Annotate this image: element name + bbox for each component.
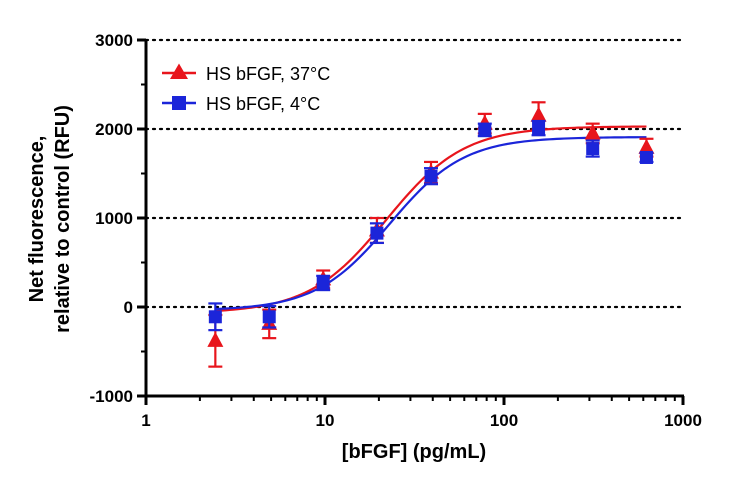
- legend-entry-37c: HS bFGF, 37°C: [162, 63, 330, 84]
- data-point-square: [478, 123, 492, 137]
- legend-entry-4c: HS bFGF, 4°C: [162, 94, 320, 114]
- data-point-square: [639, 150, 653, 164]
- y-axis-title-line-2: relative to control (RFU): [52, 105, 74, 333]
- y-axis-title-line-1: Net fluorescence,: [26, 136, 48, 303]
- data-point-triangle: [638, 138, 655, 154]
- data-points: [207, 101, 655, 368]
- legend-triangle-marker: [170, 63, 188, 79]
- data-point-square: [424, 169, 438, 183]
- x-tick-label-10: 10: [316, 411, 335, 430]
- data-point-square: [586, 142, 600, 156]
- data-point-triangle: [584, 124, 601, 140]
- data-point-triangle: [530, 106, 547, 122]
- legend-label-37c: HS bFGF, 37°C: [206, 64, 330, 84]
- y-tick-label-1000: 1000: [95, 209, 133, 228]
- y-tick-label--1000: -1000: [90, 387, 133, 406]
- data-point-square: [208, 310, 222, 324]
- data-point-square: [316, 276, 330, 290]
- x-tick-label-100: 100: [490, 411, 518, 430]
- legend-square-marker: [172, 96, 186, 110]
- data-point-square: [370, 226, 384, 240]
- x-tick-label-1000: 1000: [664, 411, 702, 430]
- axes: -1000 0 1000 2000 3000 1 10 100 1000: [90, 31, 702, 430]
- y-tick-label-2000: 2000: [95, 120, 133, 139]
- x-axis-title: [bFGF] (pg/mL): [342, 441, 486, 463]
- data-point-square: [262, 310, 276, 324]
- legend-label-4c: HS bFGF, 4°C: [206, 94, 320, 114]
- x-tick-label-1: 1: [141, 411, 150, 430]
- y-tick-label-0: 0: [124, 298, 133, 317]
- data-point-square: [532, 121, 546, 135]
- legend: HS bFGF, 37°C HS bFGF, 4°C: [162, 63, 330, 114]
- y-tick-label-3000: 3000: [95, 31, 133, 50]
- data-point-triangle: [207, 331, 224, 347]
